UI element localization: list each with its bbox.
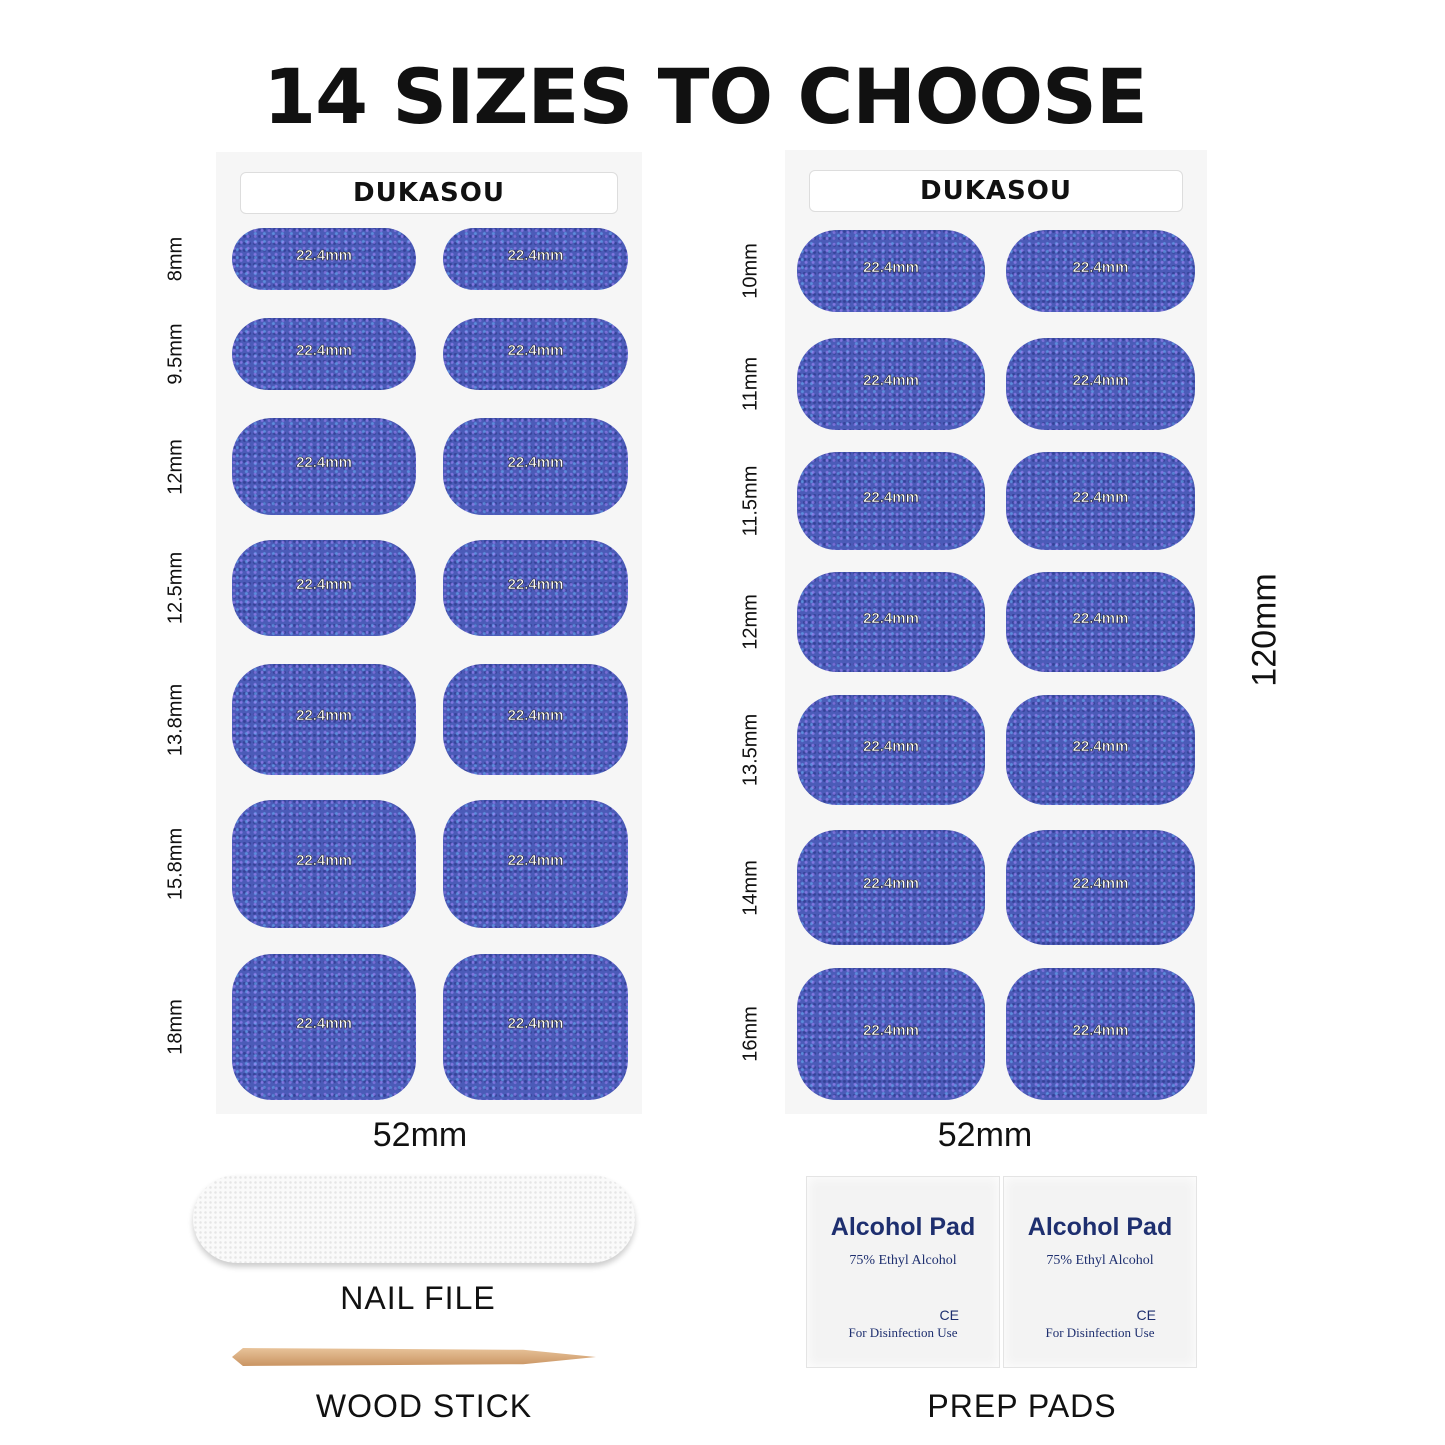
nail-size-label: 12mm [164,438,187,495]
nail-strip: 22.4mm [232,800,416,928]
nail-strip: 22.4mm [443,664,628,775]
left-width-label: 52mm [372,1116,468,1154]
nail-strip: 22.4mm [797,695,985,805]
pad-title: Alcohol Pad [830,1213,976,1241]
nail-length-label: 22.4mm [507,851,564,869]
nail-strip: 22.4mm [443,800,628,928]
nail-size-label: 13.8mm [164,683,187,756]
wood-stick-image [232,1348,596,1366]
nail-length-label: 22.4mm [863,609,919,627]
nail-length-label: 22.4mm [296,575,352,593]
pad-usage: For Disinfection Use [848,1325,958,1340]
nail-file-image [193,1175,635,1263]
nail-length-label: 22.4mm [1072,488,1129,506]
height-label: 120mm [1245,573,1284,687]
nail-strip: 22.4mm [797,452,985,550]
nail-strip: 22.4mm [1006,572,1195,672]
pad-usage: For Disinfection Use [1045,1325,1155,1340]
wood-stick-label: WOOD STICK [315,1388,533,1424]
nail-length-label: 22.4mm [296,1014,352,1032]
nail-length-label: 22.4mm [507,575,564,593]
brand-label: DUKASOU [809,170,1183,212]
nail-strip: 22.4mm [443,954,628,1100]
pad-title: Alcohol Pad [1027,1213,1173,1241]
page-title: 14 SIZES TO CHOOSE [263,52,1148,141]
nail-strip: 22.4mm [797,572,985,672]
nail-strip: 22.4mm [443,540,628,636]
nail-size-label: 13.5mm [739,713,762,787]
nail-strip: 22.4mm [797,830,985,945]
nail-length-label: 22.4mm [1072,1021,1129,1039]
nail-strip: 22.4mm [443,418,628,515]
nail-strip: 22.4mm [232,318,416,390]
nail-length-label: 22.4mm [296,851,352,869]
nail-size-label: 15.8mm [164,827,187,901]
nail-length-label: 22.4mm [1072,737,1129,755]
nail-strip: 22.4mm [232,664,416,775]
nail-length-label: 22.4mm [1072,875,1129,893]
nail-size-label: 8mm [164,236,187,282]
pad-subtitle: 75% Ethyl Alcohol [849,1253,957,1268]
nail-length-label: 22.4mm [863,488,919,506]
nail-strip: 22.4mm [1006,230,1195,312]
nail-strip: 22.4mm [1006,968,1195,1100]
right-width-label: 52mm [937,1116,1033,1154]
nail-strip: 22.4mm [443,318,628,390]
nail-length-label: 22.4mm [863,258,919,276]
nail-strip: 22.4mm [232,954,416,1100]
nail-size-label: 12mm [739,594,762,650]
ce-mark: CE [939,1307,959,1323]
nail-size-label: 9.5mm [164,323,187,385]
nail-strip: 22.4mm [1006,695,1195,805]
nail-file-label: NAIL FILE [340,1280,496,1316]
nail-strip: 22.4mm [1006,338,1195,430]
pad-subtitle: 75% Ethyl Alcohol [1046,1253,1154,1268]
nail-size-label: 10mm [739,243,762,299]
nail-length-label: 22.4mm [507,1014,564,1032]
nail-length-label: 22.4mm [296,341,352,359]
nail-length-label: 22.4mm [1072,371,1129,389]
nail-length-label: 22.4mm [507,341,564,359]
alcohol-pad: Alcohol Pad 75% Ethyl Alcohol CE For Dis… [1003,1176,1197,1368]
nail-strip: 22.4mm [232,540,416,636]
nail-size-label: 18mm [164,999,187,1055]
nail-strip: 22.4mm [232,228,416,290]
alcohol-pad: Alcohol Pad 75% Ethyl Alcohol CE For Dis… [806,1176,1000,1368]
nail-size-label: 11.5mm [739,465,762,537]
ce-mark: CE [1136,1307,1156,1323]
nail-size-label: 12.5mm [164,551,187,625]
nail-strip: 22.4mm [443,228,628,290]
nail-length-label: 22.4mm [296,246,352,264]
prep-pads-label: PREP PADS [927,1388,1117,1424]
nail-length-label: 22.4mm [296,454,352,472]
brand-label: DUKASOU [240,172,618,214]
nail-length-label: 22.4mm [507,707,564,725]
nail-strip: 22.4mm [1006,452,1195,550]
nail-strip: 22.4mm [232,418,416,515]
nail-length-label: 22.4mm [296,707,352,725]
nail-length-label: 22.4mm [1072,609,1129,627]
nail-length-label: 22.4mm [863,875,919,893]
nail-strip: 22.4mm [797,968,985,1100]
nail-length-label: 22.4mm [863,1021,919,1039]
nail-size-label: 11mm [739,356,762,412]
nail-length-label: 22.4mm [1072,258,1129,276]
nail-length-label: 22.4mm [863,737,919,755]
nail-length-label: 22.4mm [863,371,919,389]
nail-size-label: 14mm [739,859,762,916]
nail-size-label: 16mm [739,1006,762,1062]
nail-strip: 22.4mm [797,338,985,430]
nail-strip: 22.4mm [1006,830,1195,945]
nail-length-label: 22.4mm [507,454,564,472]
nail-strip: 22.4mm [797,230,985,312]
nail-length-label: 22.4mm [507,246,564,264]
